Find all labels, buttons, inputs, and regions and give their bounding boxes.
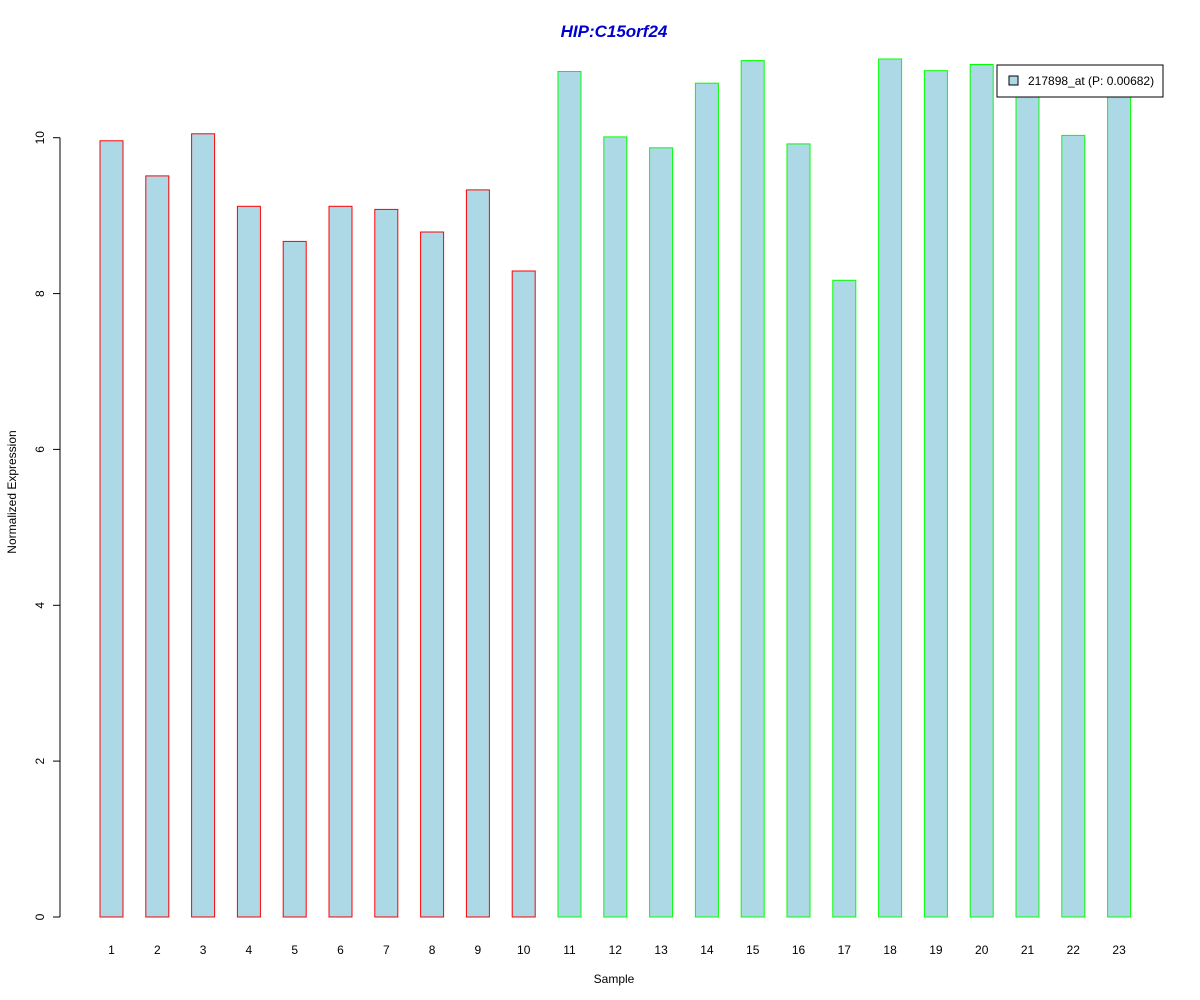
x-tick-label: 21	[1021, 943, 1035, 957]
y-tick-label: 0	[33, 913, 47, 920]
chart-title: HIP:C15orf24	[561, 22, 668, 41]
bar-sample-6	[328, 205, 353, 918]
x-tick-label: 18	[883, 943, 897, 957]
bar-sample-10	[511, 270, 536, 918]
bar-sample-12	[603, 136, 628, 918]
bar-sample-7	[374, 208, 399, 918]
bar-sample-11	[557, 71, 582, 918]
legend-label: 217898_at (P: 0.00682)	[1028, 74, 1154, 88]
x-tick-label: 1	[108, 943, 115, 957]
legend-swatch	[1008, 75, 1019, 86]
x-tick-label: 11	[563, 943, 576, 957]
bar-sample-23	[1107, 90, 1132, 918]
bar-sample-22	[1061, 134, 1086, 918]
x-tick-label: 2	[154, 943, 161, 957]
bar-sample-14	[694, 82, 719, 918]
x-tick-label: 5	[291, 943, 298, 957]
bar-sample-3	[191, 133, 216, 918]
x-tick-label: 9	[475, 943, 482, 957]
bar-sample-9	[465, 189, 490, 918]
bar-sample-1	[99, 140, 124, 918]
x-tick-label: 23	[1112, 943, 1126, 957]
x-tick-label: 4	[246, 943, 253, 957]
x-tick-label: 14	[700, 943, 714, 957]
bar-sample-20	[969, 64, 994, 918]
bar-sample-13	[649, 147, 674, 918]
legend-box	[996, 64, 1164, 98]
bar-sample-17	[832, 279, 857, 918]
bar-sample-4	[236, 205, 261, 918]
x-tick-label: 7	[383, 943, 390, 957]
x-tick-label: 16	[792, 943, 806, 957]
x-tick-label: 10	[517, 943, 531, 957]
x-tick-label: 6	[337, 943, 344, 957]
y-tick-label: 2	[33, 757, 47, 764]
x-tick-label: 20	[975, 943, 989, 957]
x-tick-labels: 1 2 3 4 5 6 7 8 9 10 11 12 13 14 15 16 17 18 19 20 21 22 23	[108, 943, 1126, 957]
y-tick-label: 10	[33, 131, 47, 145]
bar-sample-18	[878, 58, 903, 918]
y-axis: 0 2 4 6 8 10	[33, 131, 61, 920]
x-tick-label: 19	[929, 943, 943, 957]
y-tick-label: 8	[33, 290, 47, 297]
x-tick-label: 3	[200, 943, 207, 957]
x-tick-label: 13	[654, 943, 668, 957]
x-tick-label: 22	[1067, 943, 1081, 957]
bar-sample-8	[420, 231, 445, 918]
y-tick-label: 6	[33, 446, 47, 453]
x-tick-label: 15	[746, 943, 760, 957]
x-tick-label: 8	[429, 943, 436, 957]
bar-sample-2	[145, 175, 170, 918]
y-tick-label: 4	[33, 602, 47, 609]
bar-sample-21	[1015, 90, 1040, 918]
bar-sample-16	[786, 143, 811, 918]
x-tick-label: 17	[838, 943, 852, 957]
x-axis-label: Sample	[594, 972, 635, 986]
y-axis-label: Normalized Expression	[5, 430, 19, 553]
x-tick-label: 12	[609, 943, 623, 957]
bar-sample-19	[923, 70, 948, 918]
bar-sample-15	[740, 60, 765, 918]
legend: 217898_at (P: 0.00682)	[996, 64, 1164, 98]
bar-sample-5	[282, 240, 307, 918]
bars-group	[99, 58, 1132, 918]
